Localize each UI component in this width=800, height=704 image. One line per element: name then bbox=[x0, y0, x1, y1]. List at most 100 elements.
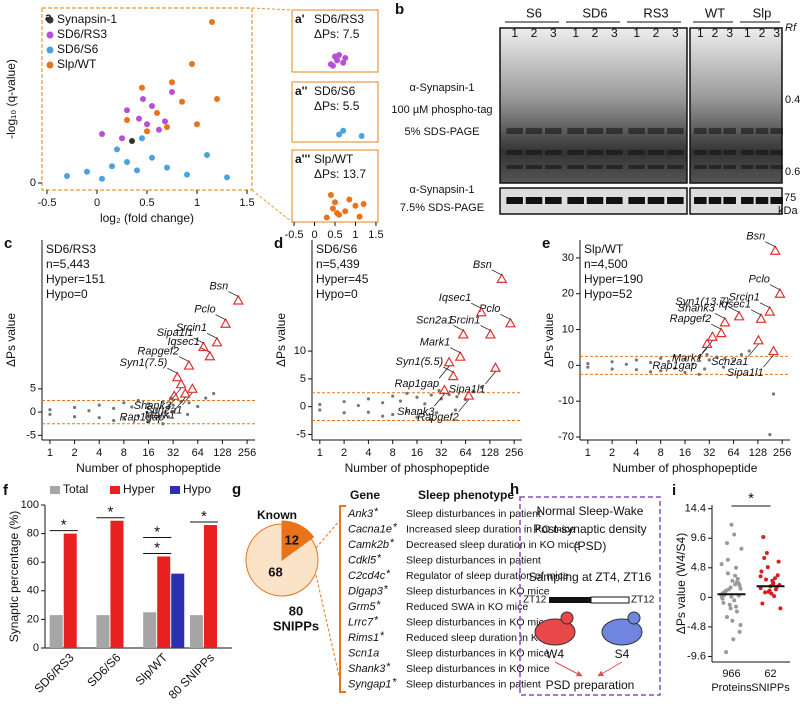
plot-title: SD6/RS3 bbox=[314, 12, 364, 26]
data-point bbox=[733, 573, 738, 578]
data-point bbox=[770, 578, 775, 583]
data-point bbox=[186, 383, 198, 393]
blot-band bbox=[647, 165, 665, 169]
bar bbox=[189, 615, 203, 648]
gene: Grm5 bbox=[348, 601, 376, 613]
data-point bbox=[136, 115, 142, 122]
point-label: Sipa1l1 bbox=[449, 384, 486, 396]
data-point bbox=[730, 578, 735, 583]
data-point bbox=[130, 405, 134, 409]
gene-mark: * bbox=[390, 537, 395, 549]
blot-label: 100 µM phospho-tag bbox=[391, 104, 492, 116]
bar bbox=[157, 556, 171, 648]
point-label: Mark1 bbox=[672, 353, 703, 365]
blot-band bbox=[567, 150, 584, 155]
data-point bbox=[720, 596, 725, 601]
x-tick-label: 0.5 bbox=[327, 229, 342, 241]
data-point bbox=[761, 535, 766, 540]
rf-tick: 0.4 bbox=[785, 94, 800, 106]
data-point bbox=[391, 394, 395, 398]
panel-label: d bbox=[274, 235, 283, 252]
data-point bbox=[184, 171, 190, 178]
data-point bbox=[84, 168, 90, 175]
data-point bbox=[415, 415, 419, 419]
label-leader bbox=[714, 313, 726, 319]
data-point bbox=[697, 372, 701, 376]
blot-band bbox=[606, 150, 623, 155]
x-tick-label: 1 bbox=[47, 447, 53, 459]
data-point bbox=[212, 391, 216, 396]
lane-number: 2 bbox=[592, 26, 599, 40]
legend-label: SD6/RS3 bbox=[57, 27, 107, 41]
plot-frame bbox=[41, 7, 253, 191]
y-tick-label: 0 bbox=[33, 642, 39, 654]
data-point bbox=[175, 378, 187, 389]
label-leader bbox=[453, 325, 464, 331]
panel-label: f bbox=[3, 482, 9, 499]
blot-band bbox=[694, 165, 707, 169]
y-tick-label: 0 bbox=[568, 359, 574, 371]
label-leader bbox=[500, 314, 511, 320]
label-leader bbox=[193, 337, 204, 344]
blot-band bbox=[647, 150, 665, 155]
label-leader bbox=[438, 365, 450, 379]
data-point bbox=[112, 406, 116, 410]
blot-band bbox=[694, 128, 707, 134]
legend-swatch bbox=[50, 486, 60, 494]
data-point bbox=[97, 416, 101, 420]
group-label: S4 bbox=[615, 647, 630, 661]
plot-frame bbox=[291, 9, 379, 73]
data-point bbox=[183, 359, 195, 370]
slice-label: 12 bbox=[285, 532, 299, 547]
blot-band bbox=[723, 197, 736, 204]
data-point bbox=[760, 601, 765, 606]
data-point bbox=[391, 412, 395, 417]
blot-band bbox=[606, 128, 623, 134]
x-tick-label: 2 bbox=[609, 447, 615, 459]
x-axis-label: log₂ (fold change) bbox=[100, 211, 194, 225]
y-axis-label: ΔPs value bbox=[4, 313, 18, 367]
data-point bbox=[164, 124, 170, 130]
significance: * bbox=[154, 523, 160, 540]
data-point bbox=[737, 583, 742, 588]
data-point bbox=[610, 360, 614, 364]
data-point bbox=[683, 370, 687, 375]
mw-unit: kDa bbox=[778, 205, 798, 217]
point-label: Iqsec1 bbox=[439, 292, 471, 304]
bar bbox=[110, 520, 124, 648]
x-tick-label: SD6/RS3 bbox=[31, 650, 77, 696]
data-point bbox=[453, 408, 458, 412]
data-point bbox=[189, 61, 195, 67]
legend-marker bbox=[46, 16, 54, 24]
legend-label: Slp/WT bbox=[57, 57, 97, 71]
data-point bbox=[454, 350, 466, 361]
lane-number: 2 bbox=[531, 26, 538, 40]
data-point bbox=[197, 341, 209, 352]
category-count: 966 bbox=[722, 668, 740, 680]
data-point bbox=[734, 565, 738, 570]
data-point bbox=[352, 202, 359, 209]
data-point bbox=[735, 576, 740, 581]
data-point bbox=[139, 135, 145, 142]
y-tick-label: -5 bbox=[296, 428, 306, 440]
data-point bbox=[773, 576, 777, 581]
data-point bbox=[715, 355, 719, 359]
data-point bbox=[87, 409, 91, 413]
x-tick-label: 1 bbox=[585, 447, 591, 459]
data-point bbox=[659, 356, 663, 360]
data-point bbox=[729, 594, 734, 599]
data-point bbox=[144, 121, 150, 128]
data-point bbox=[114, 146, 120, 153]
y-tick-label: 0 bbox=[700, 591, 706, 603]
light-phase bbox=[590, 596, 630, 604]
data-point bbox=[758, 574, 763, 579]
data-point bbox=[342, 208, 349, 215]
point-label: Pclo bbox=[194, 304, 215, 316]
diagram-text: Post-synaptic density bbox=[533, 522, 646, 536]
data-point bbox=[764, 551, 769, 556]
data-point bbox=[447, 370, 459, 381]
data-point bbox=[204, 152, 210, 158]
data-point bbox=[204, 396, 208, 400]
blot-image bbox=[499, 27, 688, 184]
blot-band bbox=[667, 165, 684, 169]
